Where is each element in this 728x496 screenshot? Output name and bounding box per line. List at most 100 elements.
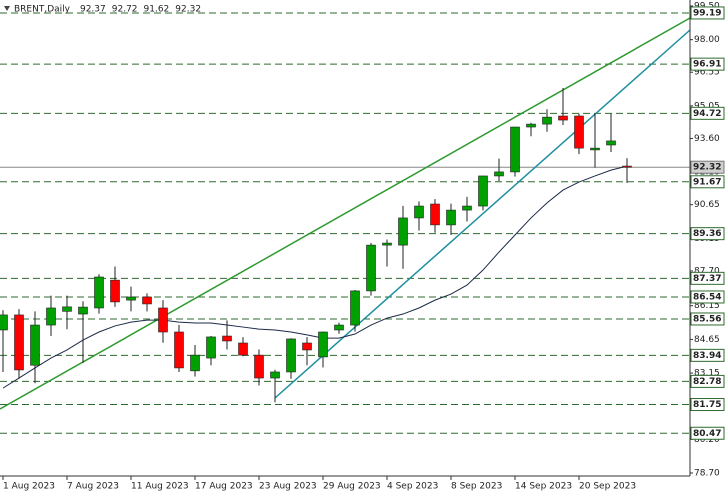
level-label: 86.54 xyxy=(693,292,721,302)
candle-body xyxy=(206,336,216,359)
candle-body xyxy=(606,140,616,146)
level-label-box xyxy=(690,227,725,241)
y-tick-label: 90.65 xyxy=(694,200,720,210)
candle-body xyxy=(190,354,200,372)
x-tick-label: 8 Sep 2023 xyxy=(451,482,502,492)
x-tick-label: 23 Aug 2023 xyxy=(259,482,317,492)
x-tick-label: 17 Aug 2023 xyxy=(195,482,253,492)
level-label-box xyxy=(690,374,725,388)
candle-body xyxy=(574,115,584,149)
level-label-box xyxy=(690,175,725,189)
candle-body xyxy=(398,217,408,246)
y-tick-label: 87.70 xyxy=(694,266,720,276)
header-low: 91.62 xyxy=(144,5,170,15)
level-label-box xyxy=(690,426,725,440)
candle-body xyxy=(238,342,248,356)
candle-body xyxy=(62,306,72,312)
candle-body xyxy=(254,354,264,379)
candle-body xyxy=(542,116,552,125)
x-tick-label: 20 Sep 2023 xyxy=(579,482,636,492)
x-tick-label: 1 Aug 2023 xyxy=(3,482,55,492)
level-label: 81.75 xyxy=(693,400,721,410)
x-tick-label: 7 Aug 2023 xyxy=(67,482,119,492)
level-label-box xyxy=(690,271,725,285)
level-label: 82.78 xyxy=(693,377,721,387)
y-tick-label: 93.60 xyxy=(694,134,720,144)
level-label: 83.94 xyxy=(693,351,721,361)
level-label: 94.72 xyxy=(693,109,721,119)
candle-body xyxy=(382,242,392,246)
level-label: 91.67 xyxy=(693,177,721,187)
y-tick-label: 96.55 xyxy=(694,68,720,78)
y-tick-label: 78.70 xyxy=(694,469,720,479)
candle-body xyxy=(142,296,152,305)
x-tick-label: 29 Aug 2023 xyxy=(323,482,381,492)
y-tick-label: 84.65 xyxy=(694,335,720,345)
candle-body xyxy=(494,171,504,177)
candle-body xyxy=(334,324,344,331)
header-high: 92.72 xyxy=(112,5,138,15)
candle-body xyxy=(622,165,632,168)
y-tick-label: 86.15 xyxy=(694,301,720,311)
candle-body xyxy=(558,115,568,121)
level-label: 80.47 xyxy=(693,429,721,439)
candle-body xyxy=(510,126,520,173)
level-label-box xyxy=(690,57,725,71)
candle-body xyxy=(174,331,184,369)
candle-body xyxy=(350,290,360,326)
candle-body xyxy=(270,371,280,379)
candle-body xyxy=(94,276,104,309)
symbol-title: BRENT,Daily xyxy=(14,5,71,15)
header-close: 92.32 xyxy=(175,5,201,15)
candle-body xyxy=(286,338,296,373)
candle-body xyxy=(366,244,376,292)
axis-background xyxy=(690,0,728,496)
level-label-box xyxy=(690,348,725,362)
moving-average xyxy=(2,165,628,389)
candle-body xyxy=(78,306,88,315)
candle-body xyxy=(110,279,120,303)
header-open: 92.37 xyxy=(80,5,106,15)
y-tick-label: 80.20 xyxy=(694,435,720,445)
candle-body xyxy=(414,205,424,219)
candle-body xyxy=(430,203,440,226)
candle-body xyxy=(526,123,536,128)
candle-body xyxy=(478,175,488,207)
bid-label: 92.32 xyxy=(693,163,721,173)
candle-body xyxy=(462,205,472,211)
y-tick-label: 83.15 xyxy=(694,369,720,379)
level-label-box xyxy=(690,290,725,304)
level-label: 85.56 xyxy=(693,314,721,324)
candle-body xyxy=(14,314,24,371)
header: BRENT,Daily 92.37 92.72 91.62 92.32 xyxy=(14,5,201,15)
y-tick-label: 98.00 xyxy=(694,35,720,45)
level-label: 89.36 xyxy=(693,229,721,239)
x-tick-label: 4 Sep 2023 xyxy=(387,482,438,492)
symbol-icon xyxy=(4,6,10,11)
candle-body xyxy=(46,307,56,326)
level-label-box xyxy=(690,398,725,412)
x-tick-label: 14 Sep 2023 xyxy=(515,482,572,492)
candle-body xyxy=(590,147,600,151)
x-tick-label: 11 Aug 2023 xyxy=(131,482,189,492)
candle-body xyxy=(318,331,328,358)
y-tick-label: 95.05 xyxy=(694,101,720,111)
level-label: 99.19 xyxy=(693,8,721,18)
bid-label-box xyxy=(690,160,725,174)
level-label-box xyxy=(690,106,725,120)
candle-body xyxy=(302,342,312,351)
level-label-box xyxy=(690,312,725,326)
candle-body xyxy=(126,296,136,301)
trendline xyxy=(0,17,691,410)
candle-body xyxy=(446,209,456,226)
candle-body xyxy=(158,307,168,333)
level-label: 87.37 xyxy=(693,274,721,284)
candle-body xyxy=(30,324,40,366)
plot-layer xyxy=(0,87,632,403)
level-label: 96.91 xyxy=(693,60,721,70)
level-label-box xyxy=(690,6,725,20)
candle-body xyxy=(222,335,232,342)
